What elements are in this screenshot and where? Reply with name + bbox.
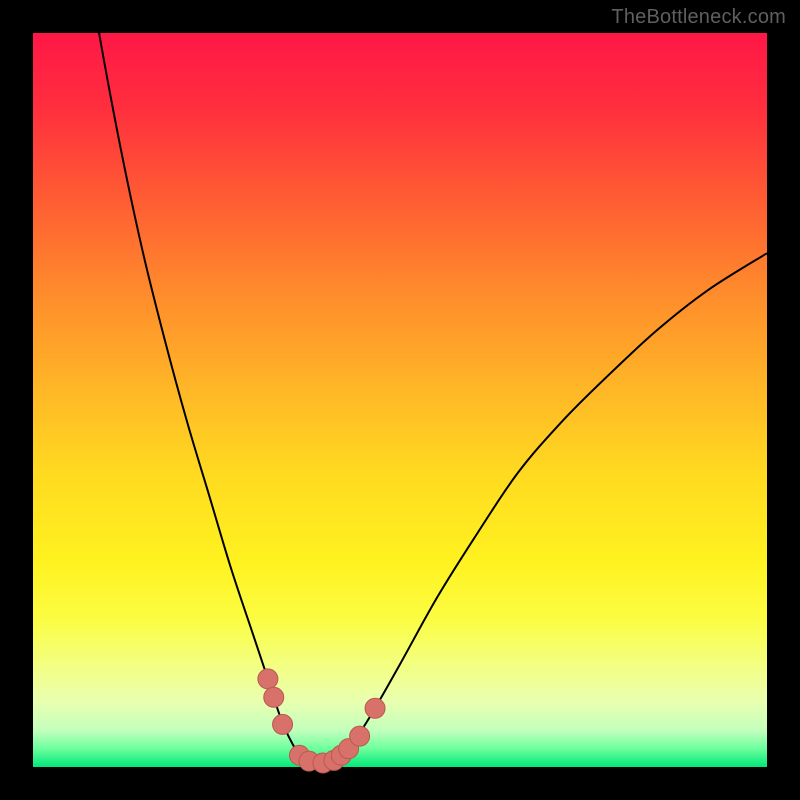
- bottleneck-curve-chart: [0, 0, 800, 800]
- curve-marker: [350, 726, 370, 746]
- curve-marker: [365, 698, 385, 718]
- curve-marker: [264, 687, 284, 707]
- curve-marker: [273, 714, 293, 734]
- curve-marker: [258, 669, 278, 689]
- chart-container: TheBottleneck.com: [0, 0, 800, 800]
- plot-background: [33, 33, 767, 767]
- watermark-text: TheBottleneck.com: [611, 6, 786, 29]
